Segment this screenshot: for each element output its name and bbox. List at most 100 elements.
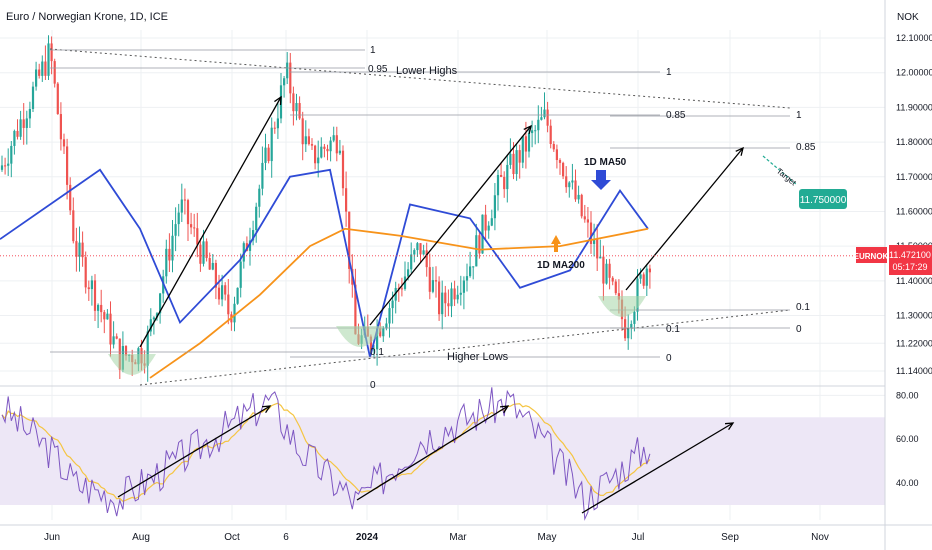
candle-body <box>22 119 25 128</box>
candle-body <box>447 303 450 307</box>
candle-body <box>388 308 391 324</box>
candle-body <box>518 150 521 163</box>
candle-body <box>425 250 428 268</box>
candle-body <box>31 86 35 109</box>
rally-arrow-1 <box>139 96 282 348</box>
candle-body <box>208 258 211 270</box>
candle-body <box>270 127 273 162</box>
candle-body <box>605 263 608 284</box>
price-badge-ticker: EURNOK <box>854 252 889 261</box>
candle-body <box>348 211 351 269</box>
candle-body <box>75 241 78 257</box>
candle-body <box>459 292 462 295</box>
candle-body <box>81 242 84 258</box>
candle-body <box>211 262 214 270</box>
candle-body <box>527 133 531 152</box>
candle-body <box>171 235 174 261</box>
candle-body <box>416 243 419 251</box>
x-tick-label: Jun <box>44 532 60 543</box>
x-tick-label: Mar <box>449 532 467 543</box>
y-tick-label: 12.100000 <box>896 33 932 43</box>
target-badge: 11.750000 <box>799 189 847 209</box>
rsi-line <box>1 387 651 521</box>
fib-top-0: 0 <box>370 380 376 391</box>
candle-body <box>283 78 286 86</box>
candle-body <box>224 285 227 295</box>
fib-mid-0: 0 <box>666 353 672 364</box>
candle-body <box>332 135 335 141</box>
candle-body <box>149 319 152 332</box>
candle-body <box>239 261 242 288</box>
candle-body <box>496 174 500 196</box>
fib-mid-01: 0.1 <box>666 324 680 335</box>
candle-body <box>100 304 103 313</box>
x-tick-label: Sep <box>721 532 739 543</box>
candle-body <box>273 127 276 129</box>
candle-body <box>261 162 264 189</box>
candle-body <box>565 176 568 188</box>
candle-body <box>152 317 155 320</box>
candle-body <box>202 241 205 264</box>
candle-body <box>407 269 410 277</box>
y-tick-label: 11.220000 <box>896 338 932 348</box>
x-tick-label: Jul <box>632 532 645 543</box>
candle-body <box>267 147 270 162</box>
support-zone <box>336 326 384 347</box>
price-badge-price: 11.472100 <box>889 250 931 260</box>
candle-body <box>174 224 177 236</box>
candle-body <box>524 136 527 152</box>
candle-body <box>236 287 239 304</box>
candle-body <box>614 281 617 294</box>
projection-arrow-head <box>735 146 744 156</box>
candle-body <box>413 250 416 255</box>
candle-body <box>509 153 512 165</box>
candle-body <box>214 262 217 288</box>
candle-body <box>469 266 472 277</box>
candle-body <box>589 222 593 244</box>
rsi-arrow-2-head <box>499 405 510 414</box>
fib-mid-1: 1 <box>666 67 672 78</box>
candle-body <box>478 235 481 254</box>
candle-body <box>453 288 456 300</box>
candle-body <box>28 108 31 119</box>
candle-body <box>431 280 434 292</box>
candle-body <box>558 160 562 163</box>
candle-body <box>599 256 602 259</box>
price-badge: EURNOK 11.472100 05:17:29 <box>854 245 932 275</box>
candle-body <box>335 135 338 154</box>
candle-body <box>183 199 186 201</box>
candle-body <box>286 62 289 79</box>
candle-body <box>289 62 292 94</box>
candle-body <box>376 328 379 350</box>
rally-arrow-2-head <box>523 124 532 134</box>
candle-body <box>4 165 7 167</box>
ma200-line <box>149 227 649 379</box>
candle-body <box>323 146 326 149</box>
candle-body <box>124 345 128 356</box>
candle-body <box>562 162 565 177</box>
candle-body <box>310 144 314 146</box>
candle-body <box>301 118 304 145</box>
candles <box>0 35 651 382</box>
candle-body <box>177 212 180 225</box>
lower-highs-label: Lower Highs <box>396 65 458 77</box>
candle-body <box>199 244 202 264</box>
support-zone <box>598 296 646 317</box>
candle-body <box>506 164 509 190</box>
rsi-arrow-3 <box>581 422 734 514</box>
candle-body <box>400 288 403 290</box>
candle-body <box>568 182 571 188</box>
candle-body <box>410 254 413 270</box>
fib-right-1: 1 <box>796 110 802 121</box>
candle-body <box>534 130 537 132</box>
candle-body <box>78 242 81 257</box>
candle-body <box>444 292 447 304</box>
rsi-tick-label: 80.00 <box>896 390 919 400</box>
candle-body <box>93 280 97 311</box>
fib-mid-085: 0.85 <box>666 110 686 121</box>
rsi-band <box>0 417 885 505</box>
candle-body <box>630 323 633 329</box>
candle-body <box>580 194 583 217</box>
x-tick-label: 6 <box>283 532 289 543</box>
